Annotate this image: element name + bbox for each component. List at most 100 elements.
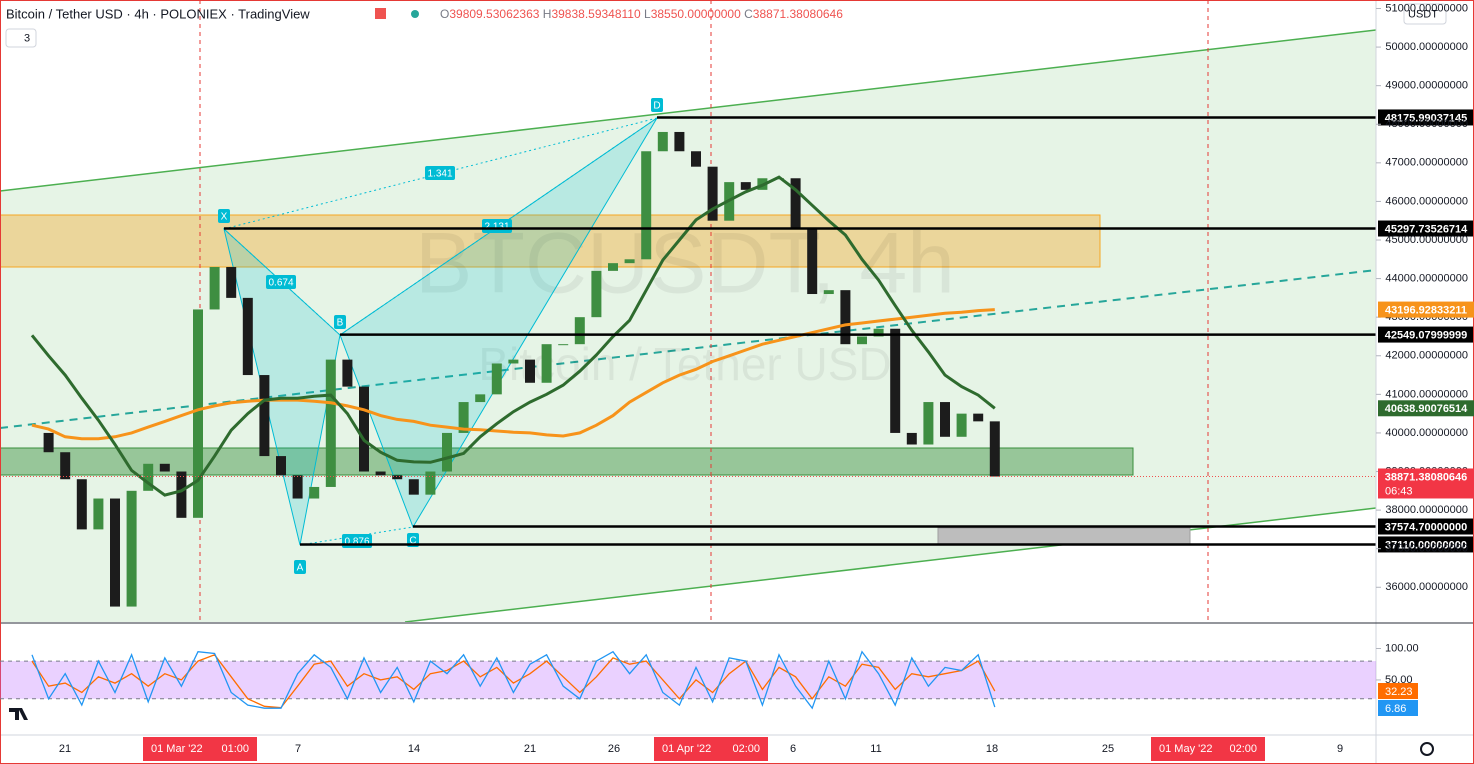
ohlc-key: O (440, 7, 449, 21)
candle (143, 463, 154, 491)
candle (873, 328, 884, 337)
candle (608, 263, 618, 271)
osc-tick-label: 50.00 (1385, 674, 1413, 686)
ratio-label: 0.674 (268, 278, 293, 289)
candle (475, 394, 486, 403)
pattern-point-box (218, 209, 230, 223)
candle (940, 402, 950, 437)
level-tag (1378, 109, 1474, 126)
x-session-time: 02:00 (732, 743, 760, 755)
live-dot (411, 10, 419, 18)
oscillator-pane (0, 650, 1376, 710)
osc-tick-label: 100.00 (1385, 642, 1419, 654)
x-tick-label: 21 (524, 743, 536, 755)
countdown: 06:43 (1385, 485, 1413, 497)
y-tick-label: 50000.00000000 (1385, 41, 1468, 53)
candle (956, 413, 967, 437)
osc-band (0, 661, 1376, 699)
candle (989, 421, 1000, 477)
x-tick-label: 7 (295, 743, 301, 755)
candle (657, 131, 668, 152)
level-label: 48175.99037145 (1385, 112, 1468, 124)
candle (375, 471, 386, 476)
ohlc-value: 39838.59348110 (551, 7, 641, 21)
indicator-toggle[interactable] (5, 28, 37, 48)
x-session-time: 02:00 (1229, 743, 1257, 755)
y-tick-label: 49000.00000000 (1385, 80, 1468, 92)
candle (591, 270, 602, 318)
y-tick-label: 47000.00000000 (1385, 157, 1468, 169)
y-tick-label: 44000.00000000 (1385, 272, 1468, 284)
osc-value-label: 32.23 (1385, 686, 1413, 698)
level-tag (1378, 220, 1474, 237)
ma-slow-tag (1378, 301, 1474, 318)
pattern-point: D (653, 101, 660, 112)
ma-slow-label: 43196.92833211 (1385, 304, 1467, 316)
candle (558, 344, 569, 346)
ma-fast-label: 40638.90076514 (1385, 403, 1468, 415)
x-tick-label: 6 (790, 743, 796, 755)
x-session-date: 01 Mar '22 (151, 743, 203, 755)
currency[interactable]: USDT (1408, 8, 1438, 20)
candle (508, 359, 519, 364)
symbol-title: Bitcoin / Tether USD · 4h · POLONIEX · T… (6, 6, 310, 21)
x-tick-label: 18 (986, 743, 998, 755)
osc-value-label: 6.86 (1385, 703, 1406, 715)
candle (342, 359, 353, 387)
ma-fast-tag (1378, 400, 1474, 417)
x-session-date: 01 May '22 (1159, 743, 1212, 755)
ohlc-key: C (744, 7, 753, 21)
candle (159, 463, 170, 472)
candle (624, 259, 635, 264)
candle (76, 479, 87, 530)
channel-fill (0, 30, 1376, 622)
flag-icon[interactable] (375, 8, 386, 19)
price-tag (1378, 468, 1474, 499)
y-tick-label: 46000.00000000 (1385, 195, 1468, 207)
x-tick-label: 14 (408, 743, 420, 755)
ohlc-value: 38550.00000000 (651, 7, 741, 21)
candle (325, 359, 336, 487)
currency-select[interactable] (1403, 3, 1447, 25)
pattern-point-box (334, 315, 346, 329)
indicator-count[interactable]: 3 (24, 32, 30, 44)
logo[interactable] (9, 708, 28, 720)
y-tick-label: 45000.00000000 (1385, 234, 1468, 246)
price-label: 38871.38080646 (1385, 471, 1468, 483)
y-tick-label: 38000.00000000 (1385, 504, 1468, 516)
x-tick-label: 21 (59, 743, 71, 755)
supply-zone (0, 214, 1101, 268)
candle (226, 267, 237, 298)
osc-value-tag (1378, 683, 1418, 699)
price-pane: BTCUSDT, 4h Bitcoin / Tether USD XABCD1.… (0, 0, 1376, 622)
osc-value-tag (1378, 700, 1418, 716)
x-tick-label: 25 (1102, 743, 1114, 755)
ratio-box (266, 275, 296, 289)
settings-icon[interactable] (1420, 742, 1434, 756)
pattern-point: C (409, 536, 416, 547)
candle (392, 475, 403, 480)
candle (60, 452, 71, 480)
x-session-tag (143, 737, 257, 761)
ohlc-key: H (543, 7, 552, 21)
candle (525, 359, 535, 383)
y-tick-label: 51000.00000000 (1385, 2, 1468, 14)
y-tick-label: 48000.00000000 (1385, 118, 1468, 130)
candle (973, 413, 984, 422)
candle (408, 479, 419, 495)
stoch-d (31, 654, 996, 709)
ohlc-value: 38871.38080646 (753, 7, 843, 21)
candle (193, 309, 203, 518)
ohlc-value: 39809.53062363 (449, 7, 539, 21)
candle (176, 471, 187, 518)
candle (110, 498, 120, 607)
candle (126, 490, 137, 607)
candle (242, 297, 253, 376)
candle (541, 344, 552, 383)
level-tag (1378, 518, 1474, 535)
ma-slow (31, 308, 995, 441)
demand-zone (0, 447, 1134, 476)
level-label: 37110.00000000 (1385, 539, 1467, 551)
candle (442, 432, 452, 472)
x-tick-label: 9 (1337, 743, 1343, 755)
